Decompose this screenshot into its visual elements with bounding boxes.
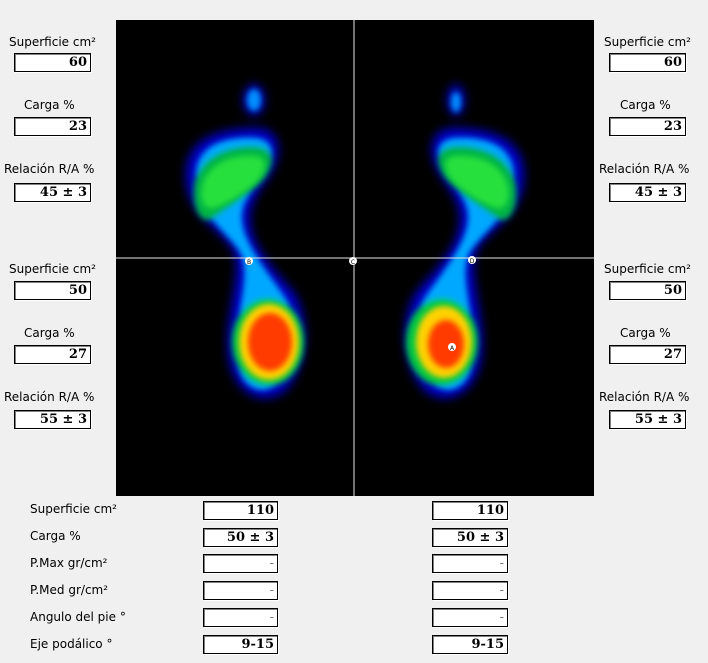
- summary-left-value[interactable]: 50 ± 3: [203, 528, 278, 547]
- pressure-plate-view[interactable]: B C D A: [116, 20, 594, 496]
- summary-right-value[interactable]: -: [432, 554, 508, 573]
- right-forefoot-ratio-field[interactable]: 45 ± 3: [609, 183, 686, 202]
- left-rearfoot-load-label: Carga %: [24, 326, 75, 340]
- summary-row-label: P.Max gr/cm²: [30, 556, 108, 570]
- summary-row-label: P.Med gr/cm²: [30, 583, 109, 597]
- right-forefoot-ratio-label: Relación R/A %: [599, 162, 690, 176]
- marker-left-axis-label: B: [247, 259, 251, 266]
- right-rearfoot-surface-label: Superficie cm²: [604, 262, 691, 276]
- marker-right-axis[interactable]: D: [468, 256, 476, 265]
- left-forefoot-ratio-label: Relación R/A %: [4, 162, 95, 176]
- summary-row-label: Superficie cm²: [30, 502, 117, 516]
- left-forefoot-load-field[interactable]: 23: [14, 117, 91, 136]
- marker-peak-pressure[interactable]: A: [448, 343, 456, 352]
- left-rearfoot-load-field[interactable]: 27: [14, 345, 91, 364]
- summary-left-value[interactable]: -: [203, 608, 278, 627]
- summary-left-value[interactable]: 110: [203, 501, 278, 520]
- left-forefoot-ratio-field[interactable]: 45 ± 3: [14, 183, 91, 202]
- right-rearfoot-load-field[interactable]: 27: [609, 345, 686, 364]
- marker-peak-label: A: [450, 345, 455, 352]
- left-forefoot-surface-label: Superficie cm²: [9, 35, 96, 49]
- summary-row-label: Eje podálico °: [30, 637, 113, 651]
- summary-right-value[interactable]: -: [432, 608, 508, 627]
- right-forefoot-load-label: Carga %: [620, 98, 671, 112]
- left-rearfoot-ratio-label: Relación R/A %: [4, 390, 95, 404]
- right-forefoot-surface-label: Superficie cm²: [604, 35, 691, 49]
- left-forefoot-load-label: Carga %: [24, 98, 75, 112]
- right-forefoot-surface-field[interactable]: 60: [609, 53, 686, 72]
- summary-left-value[interactable]: -: [203, 581, 278, 600]
- summary-left-value[interactable]: 9-15: [203, 635, 278, 654]
- left-rearfoot-ratio-field[interactable]: 55 ± 3: [14, 410, 91, 429]
- summary-left-value[interactable]: -: [203, 554, 278, 573]
- summary-right-value[interactable]: 9-15: [432, 635, 508, 654]
- marker-center-label: C: [351, 259, 355, 266]
- right-foot-print: [405, 84, 525, 399]
- right-rearfoot-load-label: Carga %: [620, 326, 671, 340]
- summary-right-value[interactable]: 110: [432, 501, 508, 520]
- marker-right-axis-label: D: [470, 258, 475, 265]
- left-foot-print: [185, 84, 305, 399]
- right-rearfoot-surface-field[interactable]: 50: [609, 281, 686, 300]
- summary-right-value[interactable]: -: [432, 581, 508, 600]
- summary-row-label: Angulo del pie °: [30, 610, 126, 624]
- right-forefoot-load-field[interactable]: 23: [609, 117, 686, 136]
- marker-left-axis[interactable]: B: [245, 257, 253, 266]
- plantar-pressure-heatmap: B C D A: [116, 20, 594, 496]
- left-forefoot-surface-field[interactable]: 60: [14, 53, 91, 72]
- marker-center[interactable]: C: [349, 257, 357, 266]
- left-rearfoot-surface-field[interactable]: 50: [14, 281, 91, 300]
- right-rearfoot-ratio-field[interactable]: 55 ± 3: [609, 410, 686, 429]
- summary-row-label: Carga %: [30, 529, 81, 543]
- left-rearfoot-surface-label: Superficie cm²: [9, 262, 96, 276]
- right-rearfoot-ratio-label: Relación R/A %: [599, 390, 690, 404]
- summary-right-value[interactable]: 50 ± 3: [432, 528, 508, 547]
